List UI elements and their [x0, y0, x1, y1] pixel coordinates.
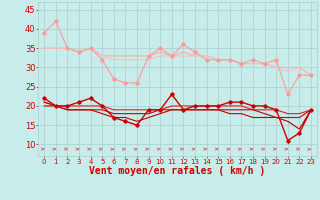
- X-axis label: Vent moyen/en rafales ( km/h ): Vent moyen/en rafales ( km/h ): [90, 166, 266, 176]
